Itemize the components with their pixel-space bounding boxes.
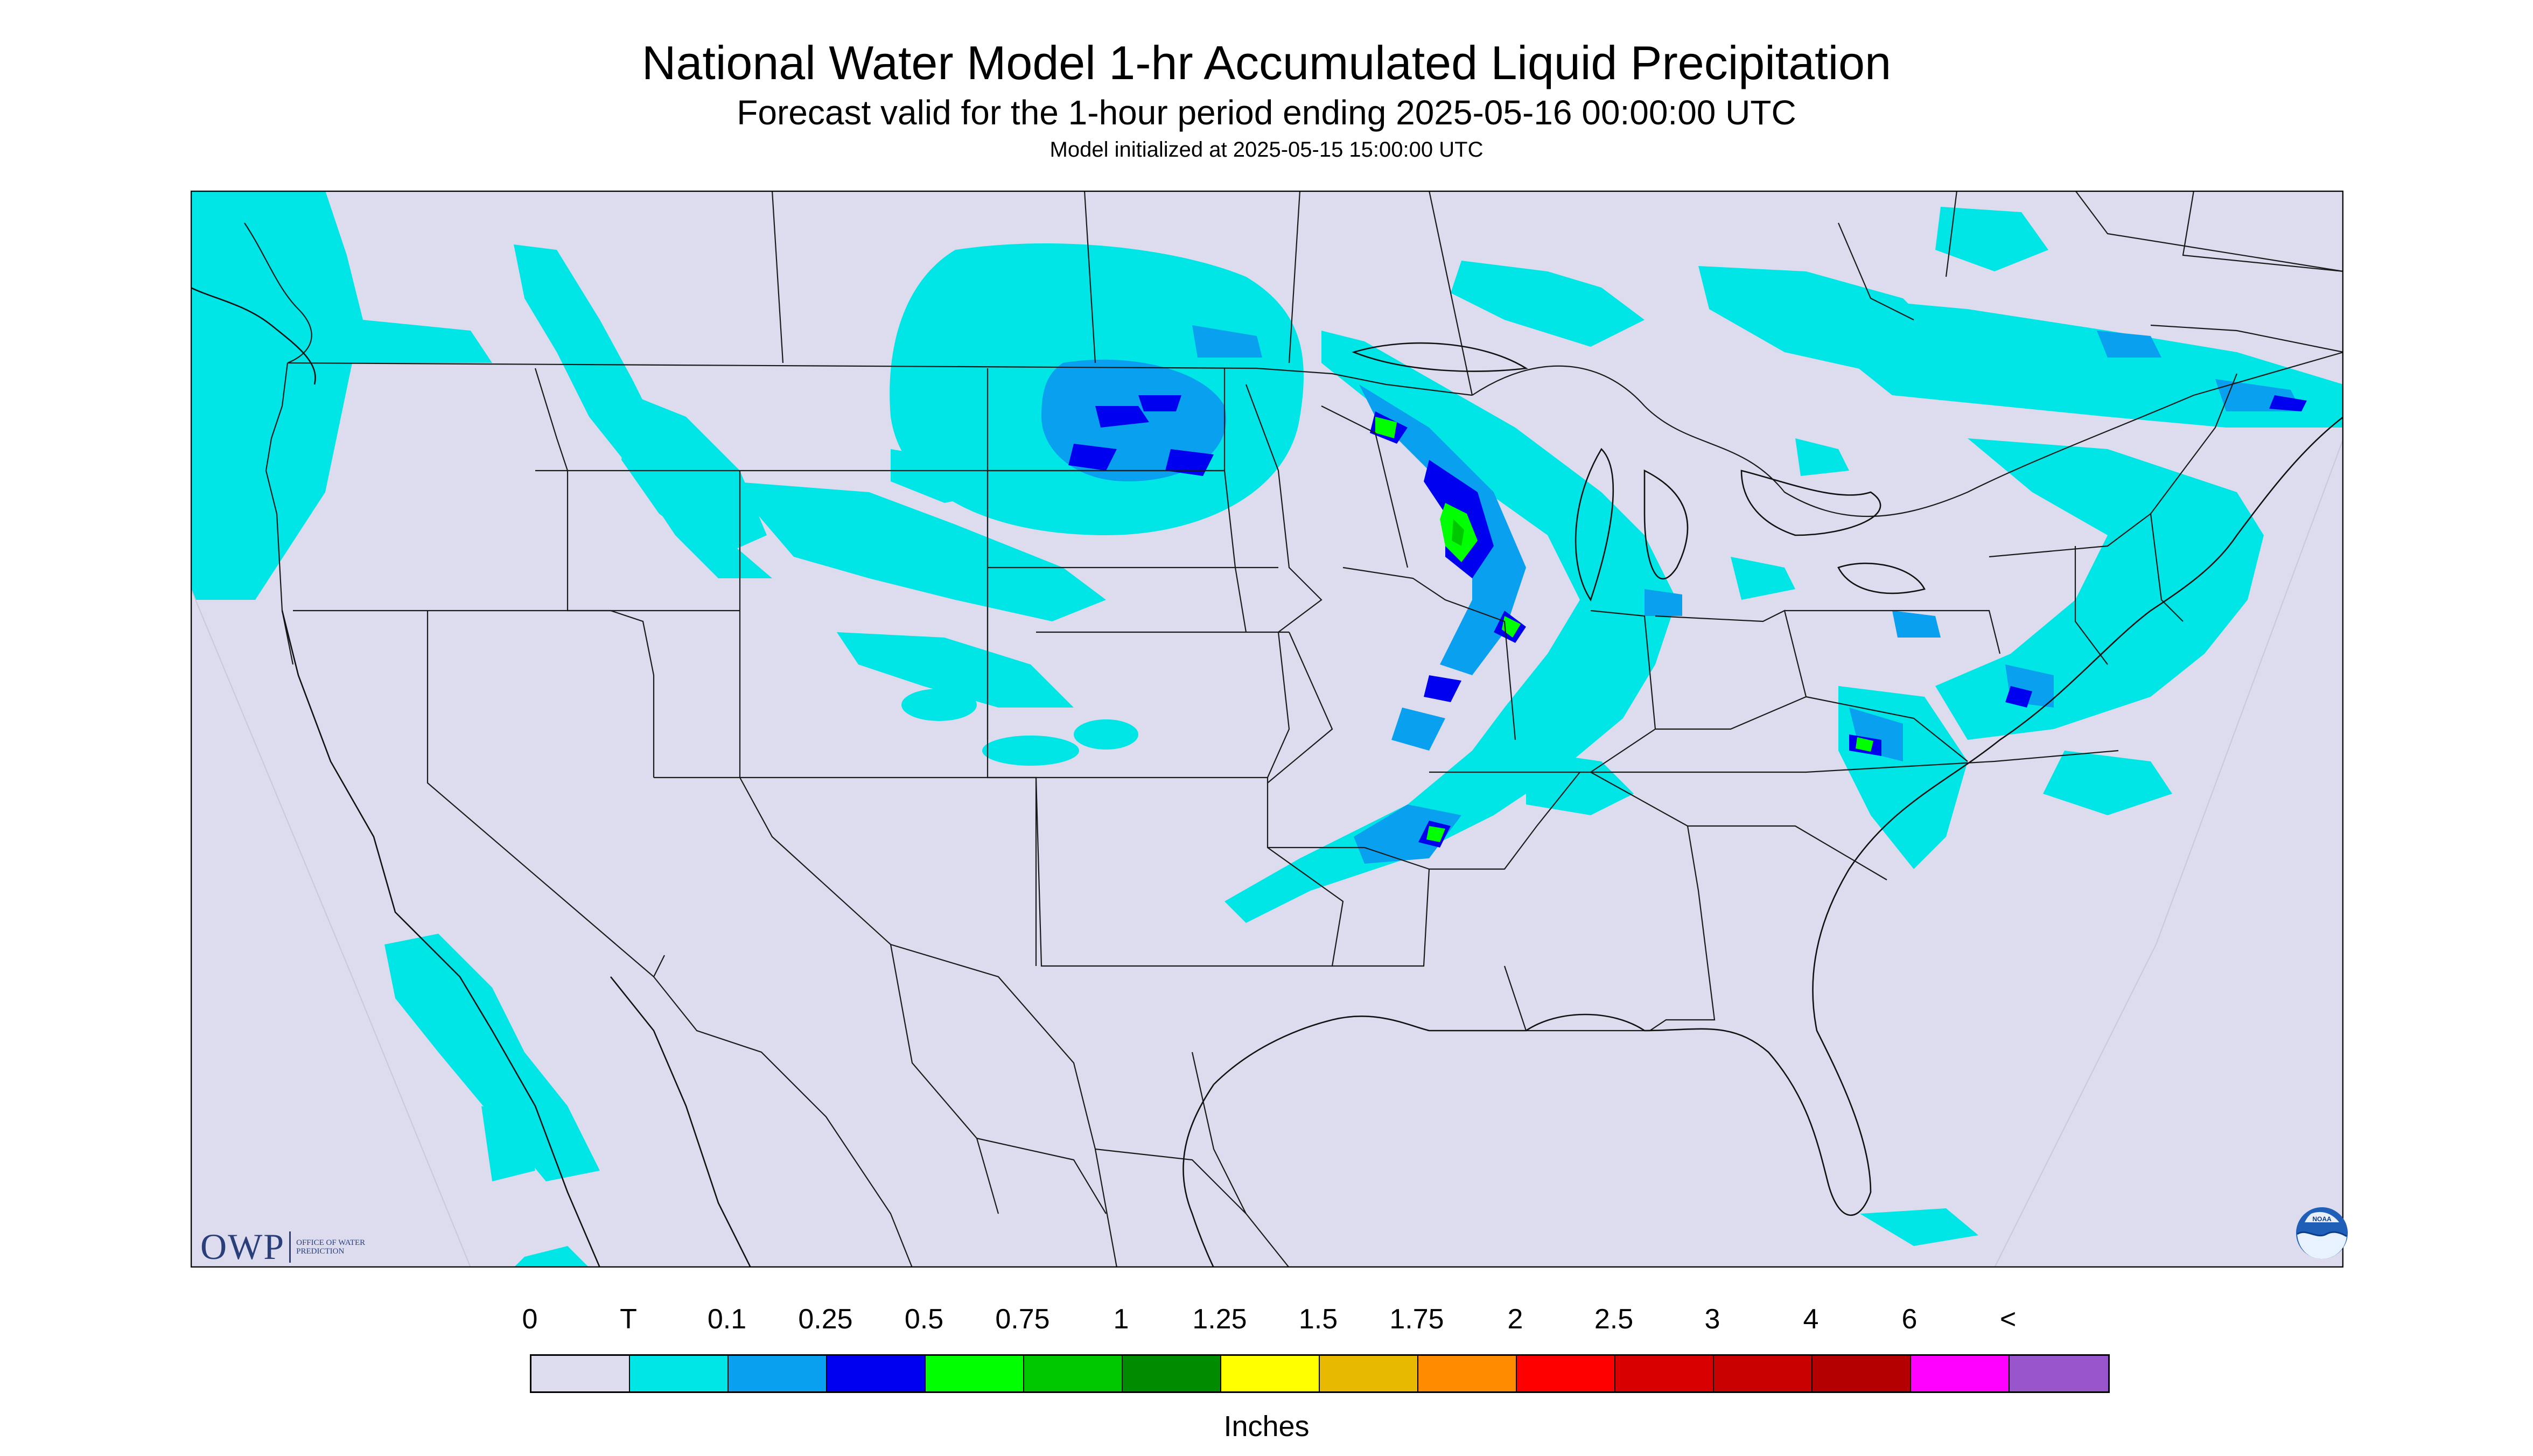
legend-units-label: Inches bbox=[1223, 1410, 1310, 1443]
legend-swatch bbox=[1714, 1356, 1813, 1391]
legend-swatch bbox=[1320, 1356, 1418, 1391]
legend-tick-label: 0.5 bbox=[904, 1304, 944, 1335]
map-frame bbox=[191, 191, 2343, 1268]
legend-colorbar bbox=[530, 1354, 2110, 1393]
legend-swatch bbox=[827, 1356, 926, 1391]
map-subtitle: Forecast valid for the 1-hour period end… bbox=[737, 93, 1796, 132]
legend-swatch bbox=[531, 1356, 630, 1391]
legend-tick-label: 1.75 bbox=[1389, 1304, 1444, 1335]
legend-tick-label: 0.1 bbox=[707, 1304, 747, 1335]
legend-swatch bbox=[1615, 1356, 1714, 1391]
legend-tick-label: 1 bbox=[1113, 1304, 1129, 1335]
model-domain bbox=[191, 191, 2343, 1268]
precipitation-map[interactable] bbox=[191, 191, 2343, 1268]
legend-tick-label: 1.25 bbox=[1192, 1304, 1247, 1335]
legend-swatch bbox=[926, 1356, 1024, 1391]
legend-swatch bbox=[1517, 1356, 1615, 1391]
legend-tick-label: 3 bbox=[1704, 1304, 1720, 1335]
owp-logo-divider bbox=[289, 1231, 291, 1263]
legend-tick-label: < bbox=[1999, 1304, 2017, 1335]
noaa-logo: NOAA bbox=[2296, 1207, 2348, 1259]
legend-tick-label: T bbox=[620, 1304, 637, 1335]
precip-heavy-layer bbox=[1375, 417, 1873, 842]
legend-swatch bbox=[1024, 1356, 1123, 1391]
domain-edge-right bbox=[1994, 438, 2343, 1268]
owp-logo-mark: OWP bbox=[200, 1226, 285, 1267]
legend-tick-label: 0.25 bbox=[798, 1304, 853, 1335]
owp-logo: OWP OFFICE OF WATER PREDICTION bbox=[200, 1226, 366, 1268]
model-init-line: Model initialized at 2025-05-15 15:00:00… bbox=[1049, 138, 1484, 162]
political-boundaries bbox=[244, 191, 2343, 1268]
map-title: National Water Model 1-hr Accumulated Li… bbox=[641, 36, 1892, 89]
noaa-logo-text: NOAA bbox=[2312, 1215, 2332, 1223]
legend-swatch bbox=[630, 1356, 729, 1391]
coastlines bbox=[191, 286, 2343, 1268]
legend-swatch bbox=[1813, 1356, 1911, 1391]
legend-swatch bbox=[729, 1356, 827, 1391]
legend-swatch bbox=[1418, 1356, 1517, 1391]
domain-edge-left bbox=[191, 587, 471, 1268]
legend-tick-label: 2.5 bbox=[1594, 1304, 1634, 1335]
legend-tick-label: 1.5 bbox=[1298, 1304, 1338, 1335]
legend-tick-label: 0.75 bbox=[995, 1304, 1050, 1335]
legend-swatch bbox=[1911, 1356, 2010, 1391]
legend-swatch bbox=[1123, 1356, 1221, 1391]
legend-tick-labels: 0 T 0.1 0.25 0.5 0.75 1 1.25 1.5 1.75 2 2.5 3 4 6 < bbox=[0, 1303, 2533, 1341]
legend-tick-label: 0 bbox=[522, 1304, 538, 1335]
legend-tick-label: 4 bbox=[1803, 1304, 1819, 1335]
owp-logo-text: OFFICE OF WATER PREDICTION bbox=[296, 1238, 366, 1256]
legend-swatch bbox=[1221, 1356, 1320, 1391]
legend-tick-label: 2 bbox=[1507, 1304, 1523, 1335]
legend-swatch bbox=[2010, 1356, 2108, 1391]
legend-tick-label: 6 bbox=[1901, 1304, 1918, 1335]
